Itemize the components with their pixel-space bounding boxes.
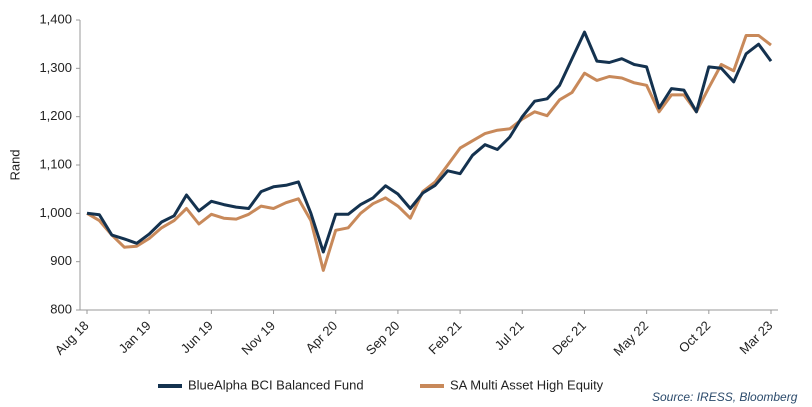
y-tick-label: 900 (50, 253, 72, 268)
x-tick-label: Jan 19 (116, 318, 154, 356)
y-tick-label: 1,000 (39, 205, 72, 220)
x-tick-label: Oct 22 (676, 318, 714, 356)
series-line (86, 30, 773, 254)
x-tick-label: Mar 23 (736, 318, 775, 357)
legend-label: SA Multi Asset High Equity (450, 377, 604, 392)
x-tick-label: Dec 21 (549, 318, 589, 358)
y-tick-label: 1,400 (39, 11, 72, 26)
source-note: Source: IRESS, Bloomberg (652, 390, 798, 404)
y-tick-label: 1,300 (39, 60, 72, 75)
y-axis-label: Rand (7, 149, 22, 180)
y-tick-label: 1,100 (39, 156, 72, 171)
x-tick-label: Apr 20 (303, 318, 341, 356)
x-tick-label: Sep 20 (363, 318, 403, 358)
series-line (86, 34, 772, 272)
x-tick-label: Jun 19 (178, 318, 216, 356)
x-tick-label: Jul 21 (492, 318, 527, 353)
x-tick-label: May 22 (610, 318, 651, 359)
x-tick-label: Nov 19 (238, 318, 278, 358)
y-tick-label: 800 (50, 301, 72, 316)
x-tick-label: Feb 21 (425, 318, 464, 357)
legend-label: BlueAlpha BCI Balanced Fund (188, 377, 364, 392)
x-tick-label: Aug 18 (52, 318, 92, 358)
y-tick-label: 1,200 (39, 108, 72, 123)
